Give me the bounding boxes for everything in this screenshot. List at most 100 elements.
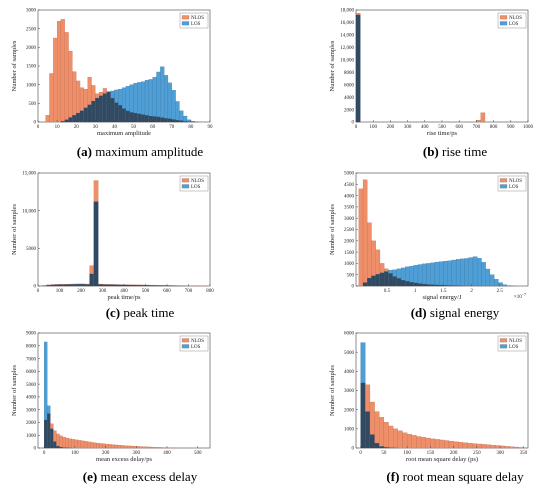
bar-nlos	[65, 437, 69, 449]
bar-overlap	[68, 284, 73, 286]
bar-nlos	[362, 179, 368, 287]
bar-overlap	[149, 285, 155, 286]
bar-overlap	[93, 201, 99, 286]
y-tick-label: 6000	[344, 332, 355, 337]
y-tick-label: 5000	[26, 383, 37, 388]
bar-nlos	[142, 446, 146, 449]
bar-nlos	[481, 444, 487, 449]
y-tick-label: 2000	[26, 421, 37, 426]
x-tick-label: 500	[142, 289, 150, 294]
bar-nlos	[108, 444, 112, 449]
bar-overlap	[64, 119, 69, 122]
x-axis-label: maximum amplitude	[97, 130, 151, 137]
y-tick-label: 3000	[344, 217, 355, 222]
x-tick-label: 700	[473, 125, 481, 130]
bar-nlos	[114, 444, 118, 449]
bar-overlap	[102, 284, 107, 286]
bar-nlos	[148, 446, 152, 449]
bar-nlos	[472, 443, 477, 449]
bar-nlos	[499, 445, 505, 449]
bar-overlap	[405, 281, 410, 286]
y-tick-label: 9000	[26, 332, 37, 337]
legend-label: LOS	[191, 185, 201, 190]
bar-overlap	[152, 116, 157, 122]
bar-overlap	[434, 284, 440, 286]
bar-nlos	[99, 443, 103, 449]
y-tick-label: 1000	[344, 428, 355, 433]
legend-swatch	[181, 15, 190, 20]
x-tick-label: 10	[55, 125, 61, 130]
legend-label: NLOS	[191, 16, 204, 21]
legend-swatch	[181, 344, 190, 349]
bar-los	[477, 258, 482, 287]
y-tick-label: 18,000	[340, 9, 354, 14]
bar-nlos	[420, 437, 426, 449]
bar-overlap	[171, 119, 176, 122]
bar-overlap	[136, 285, 142, 286]
bar-nlos	[160, 447, 165, 449]
y-tick-label: 4000	[26, 396, 37, 401]
x-tick-label: 150	[427, 451, 435, 456]
bar-overlap	[125, 110, 130, 122]
bar-overlap	[95, 98, 100, 122]
y-tick-label: 4000	[344, 96, 355, 101]
y-tick-label: 2000	[344, 240, 355, 245]
bar-los	[455, 259, 461, 287]
bar-nlos	[154, 447, 158, 449]
bar-nlos	[425, 437, 431, 449]
y-tick-label: 14,000	[340, 34, 354, 39]
bar-nlos	[448, 440, 454, 449]
bar-overlap	[167, 118, 172, 122]
y-tick-label: 15,000	[22, 172, 36, 177]
x-axis-label: signal energy/J	[422, 294, 462, 301]
bar-los	[498, 282, 503, 287]
bar-overlap	[85, 284, 90, 286]
bar-nlos	[133, 446, 137, 449]
bar-overlap	[401, 280, 406, 286]
plot-area	[37, 172, 211, 287]
bar-nlos	[495, 445, 501, 449]
bar-overlap	[356, 14, 361, 123]
bar-nlos	[60, 19, 65, 123]
y-axis-label: Number of samples	[329, 204, 336, 255]
bar-overlap	[141, 114, 146, 122]
bar-overlap	[63, 284, 69, 286]
bar-los	[439, 261, 444, 287]
y-tick-label: 6000	[26, 370, 37, 375]
x-tick-label: 70	[169, 125, 175, 130]
panel-caption-text: rise time	[439, 144, 488, 159]
bar-nlos	[367, 222, 372, 287]
bar-overlap	[59, 284, 64, 286]
x-tick-label: 500	[438, 125, 446, 130]
legend-label: LOS	[191, 345, 201, 350]
bar-los	[468, 257, 474, 287]
bar-overlap	[50, 428, 54, 448]
chart-panel-1: 0 100 200 300 400 500 600 700 800 900 1000 0 2000 400…	[329, 9, 534, 159]
bar-nlos	[397, 430, 403, 449]
bar-nlos	[80, 440, 85, 449]
x-axis-label: mean excess delay/ps	[96, 456, 152, 463]
bar-los	[417, 264, 423, 287]
bar-los	[179, 110, 184, 123]
legend-label: LOS	[191, 22, 201, 27]
bar-nlos	[105, 444, 109, 449]
bar-overlap	[128, 285, 133, 286]
x-tick-label: 700	[185, 289, 193, 294]
bar-overlap	[106, 92, 111, 122]
x-tick-label: 200	[387, 125, 395, 130]
bar-los	[494, 279, 499, 287]
bar-nlos	[518, 447, 524, 449]
bar-los	[489, 274, 495, 287]
x-tick-label: 250	[473, 451, 481, 456]
bar-overlap	[413, 282, 419, 286]
y-tick-label: 0	[352, 447, 355, 452]
x-tick-label: 60	[150, 125, 156, 130]
chart-panel-4: 0 100 200 300 400 500010002000300040005000600…	[11, 332, 211, 484]
bar-overlap	[98, 284, 103, 286]
bar-overlap	[375, 274, 380, 286]
y-axis-label: Number of samples	[11, 365, 18, 416]
bar-nlos	[56, 21, 62, 123]
bar-overlap	[81, 284, 86, 286]
bar-overlap	[360, 382, 366, 448]
bar-overlap	[44, 419, 48, 448]
